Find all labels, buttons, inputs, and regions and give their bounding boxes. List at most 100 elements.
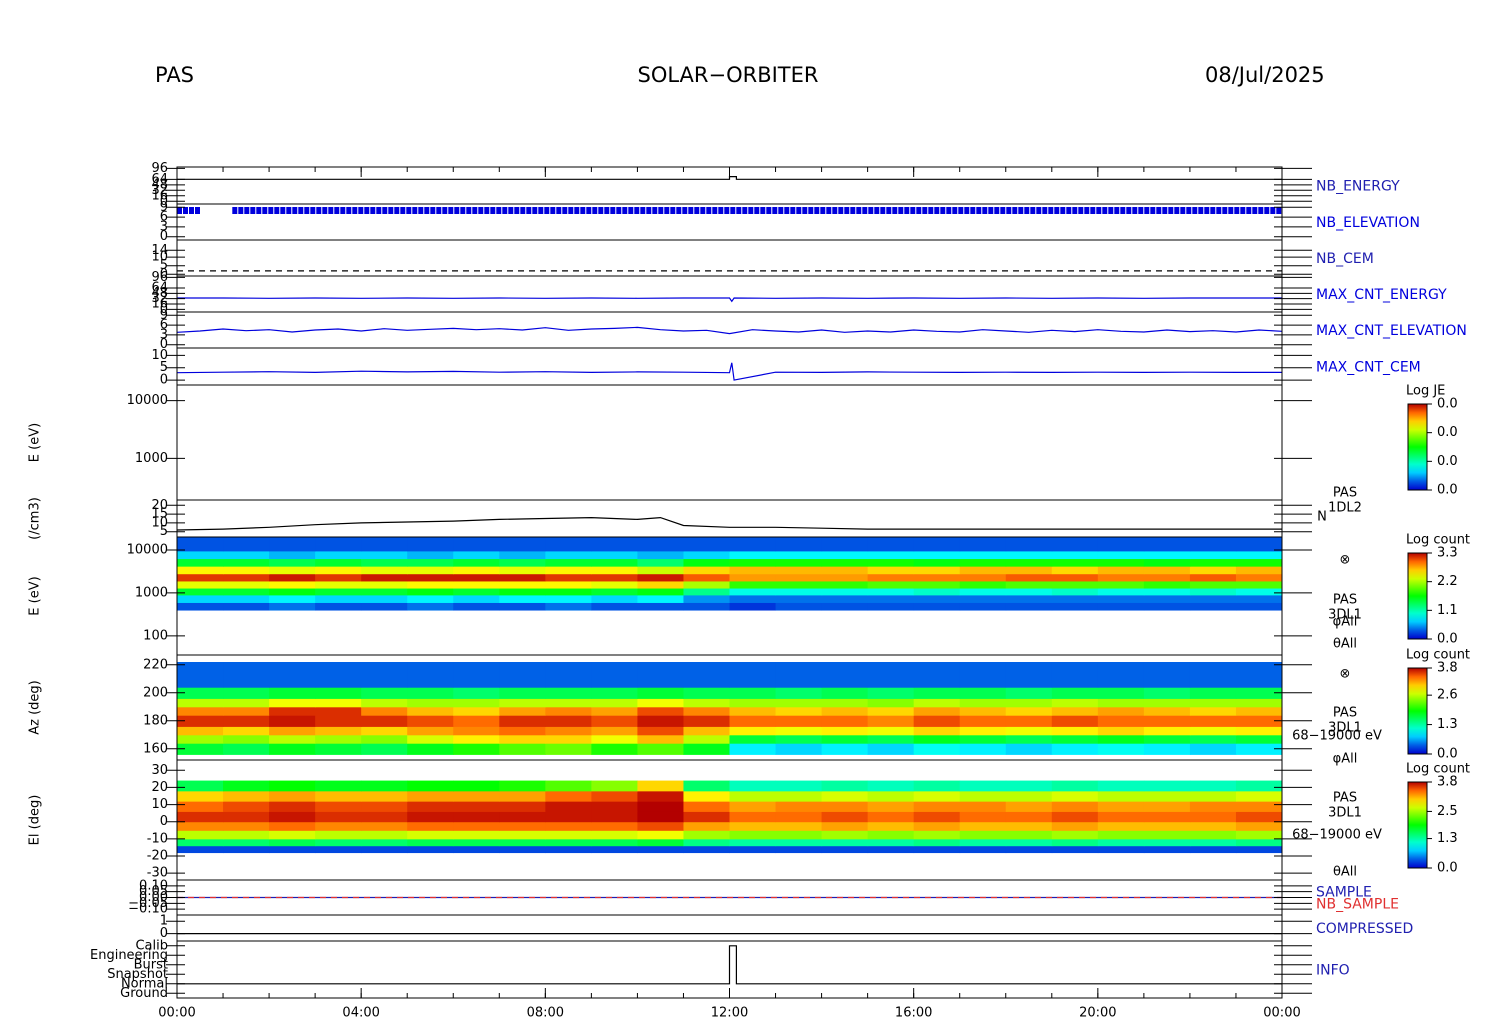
heat-cell [315, 558, 362, 567]
heat-cell [1143, 566, 1191, 575]
y-tick-label: 0 [160, 814, 168, 829]
y-tick-label: 0 [160, 373, 168, 388]
heat-cell [1051, 662, 1099, 688]
heat-cell [959, 838, 1007, 847]
y-tick-label: 0 [160, 267, 168, 282]
heat-cell [407, 662, 454, 688]
heat-cell [821, 662, 869, 688]
heat-cell [1189, 698, 1237, 708]
heat-cell [683, 845, 730, 854]
y-tick-label: 30 [151, 763, 168, 778]
colorbar [1407, 667, 1428, 755]
heat-cell [1051, 687, 1099, 699]
heat-cell [499, 845, 546, 854]
y-tick-label: Burst [134, 957, 168, 972]
heat-cell [407, 602, 454, 611]
heat-cell [959, 845, 1007, 854]
y-tick-label: −0.05 [128, 896, 168, 911]
heat-cell [1097, 594, 1145, 603]
heat-cell [1143, 537, 1191, 552]
heat-cell [407, 743, 454, 755]
series-label: MAX_CNT_ELEVATION [1316, 323, 1467, 339]
heat-cell [453, 845, 500, 854]
heat-cell [1235, 821, 1282, 831]
heat-cell [545, 580, 592, 589]
heat-cell [821, 811, 869, 823]
heat-cell [1235, 550, 1282, 560]
heat-cell [1051, 602, 1099, 611]
heat-cell [775, 780, 823, 792]
heat-cell [499, 830, 546, 840]
heat-cell [453, 743, 500, 755]
x-tick-label: 20:00 [1079, 1006, 1116, 1020]
heat-cell [959, 588, 1007, 596]
heat-cell [1051, 558, 1099, 567]
heat-cell [407, 594, 454, 603]
annotation: ⊗ [1340, 553, 1351, 568]
heat-cell [361, 801, 408, 812]
heat-cell [1051, 726, 1099, 736]
heat-cell [407, 588, 454, 596]
heat-cell [683, 811, 730, 823]
heat-cell [591, 838, 638, 847]
heat-cell [177, 734, 224, 744]
heat-cell [1051, 830, 1099, 840]
heat-cell [177, 602, 224, 611]
heat-cell [637, 715, 684, 727]
y-tick-label: 10 [151, 515, 168, 530]
heat-cell [1005, 706, 1053, 716]
y-tick-label: Calib [135, 938, 168, 953]
heat-cell [683, 830, 730, 840]
heat-cell [453, 580, 500, 589]
colorbar [1407, 403, 1428, 491]
heat-cell [361, 838, 408, 847]
heat-cell [545, 726, 592, 736]
heat-cell [361, 780, 408, 792]
heat-cell [867, 845, 915, 854]
heat-cell [1143, 801, 1191, 812]
heat-cell [1005, 780, 1053, 792]
y-tick-label: 20 [151, 780, 168, 795]
heat-cell [453, 734, 500, 744]
heat-cell [407, 558, 454, 567]
heat-cell [775, 830, 823, 840]
heat-cell [407, 550, 454, 560]
heat-cell [637, 588, 684, 596]
heat-cell [499, 743, 546, 755]
heat-cell [407, 706, 454, 716]
heat-cell [775, 537, 823, 552]
heat-cell [683, 687, 730, 699]
heat-cell [269, 706, 316, 716]
heat-cell [1143, 821, 1191, 831]
heat-cell [821, 743, 869, 755]
heat-cell [1097, 845, 1145, 854]
heat-cell [1143, 838, 1191, 847]
annotation: PAS [1333, 791, 1357, 806]
heat-cell [223, 602, 270, 611]
heat-cell [1097, 790, 1145, 802]
heat-cell [1097, 726, 1145, 736]
panel [177, 362, 1282, 381]
heat-cell [591, 734, 638, 744]
heat-cell [1143, 698, 1191, 708]
heat-cell [913, 566, 961, 575]
heat-cell [683, 790, 730, 802]
heat-cell [499, 558, 546, 567]
heat-cell [821, 573, 869, 582]
heat-cell [177, 573, 224, 582]
heat-cell [1005, 715, 1053, 727]
heat-cell [407, 821, 454, 831]
heat-cell [453, 780, 500, 792]
y-tick-label: 32 [151, 183, 168, 198]
heat-cell [407, 726, 454, 736]
heat-cell [315, 838, 362, 847]
heat-cell [177, 662, 224, 688]
heat-cell [959, 734, 1007, 744]
y-tick-label: 96 [151, 161, 168, 176]
heat-cell [1005, 662, 1053, 688]
heat-cell [453, 550, 500, 560]
heat-cell [867, 566, 915, 575]
heat-cell [315, 580, 362, 589]
heat-cell [177, 838, 224, 847]
heat-cell [1189, 734, 1237, 744]
